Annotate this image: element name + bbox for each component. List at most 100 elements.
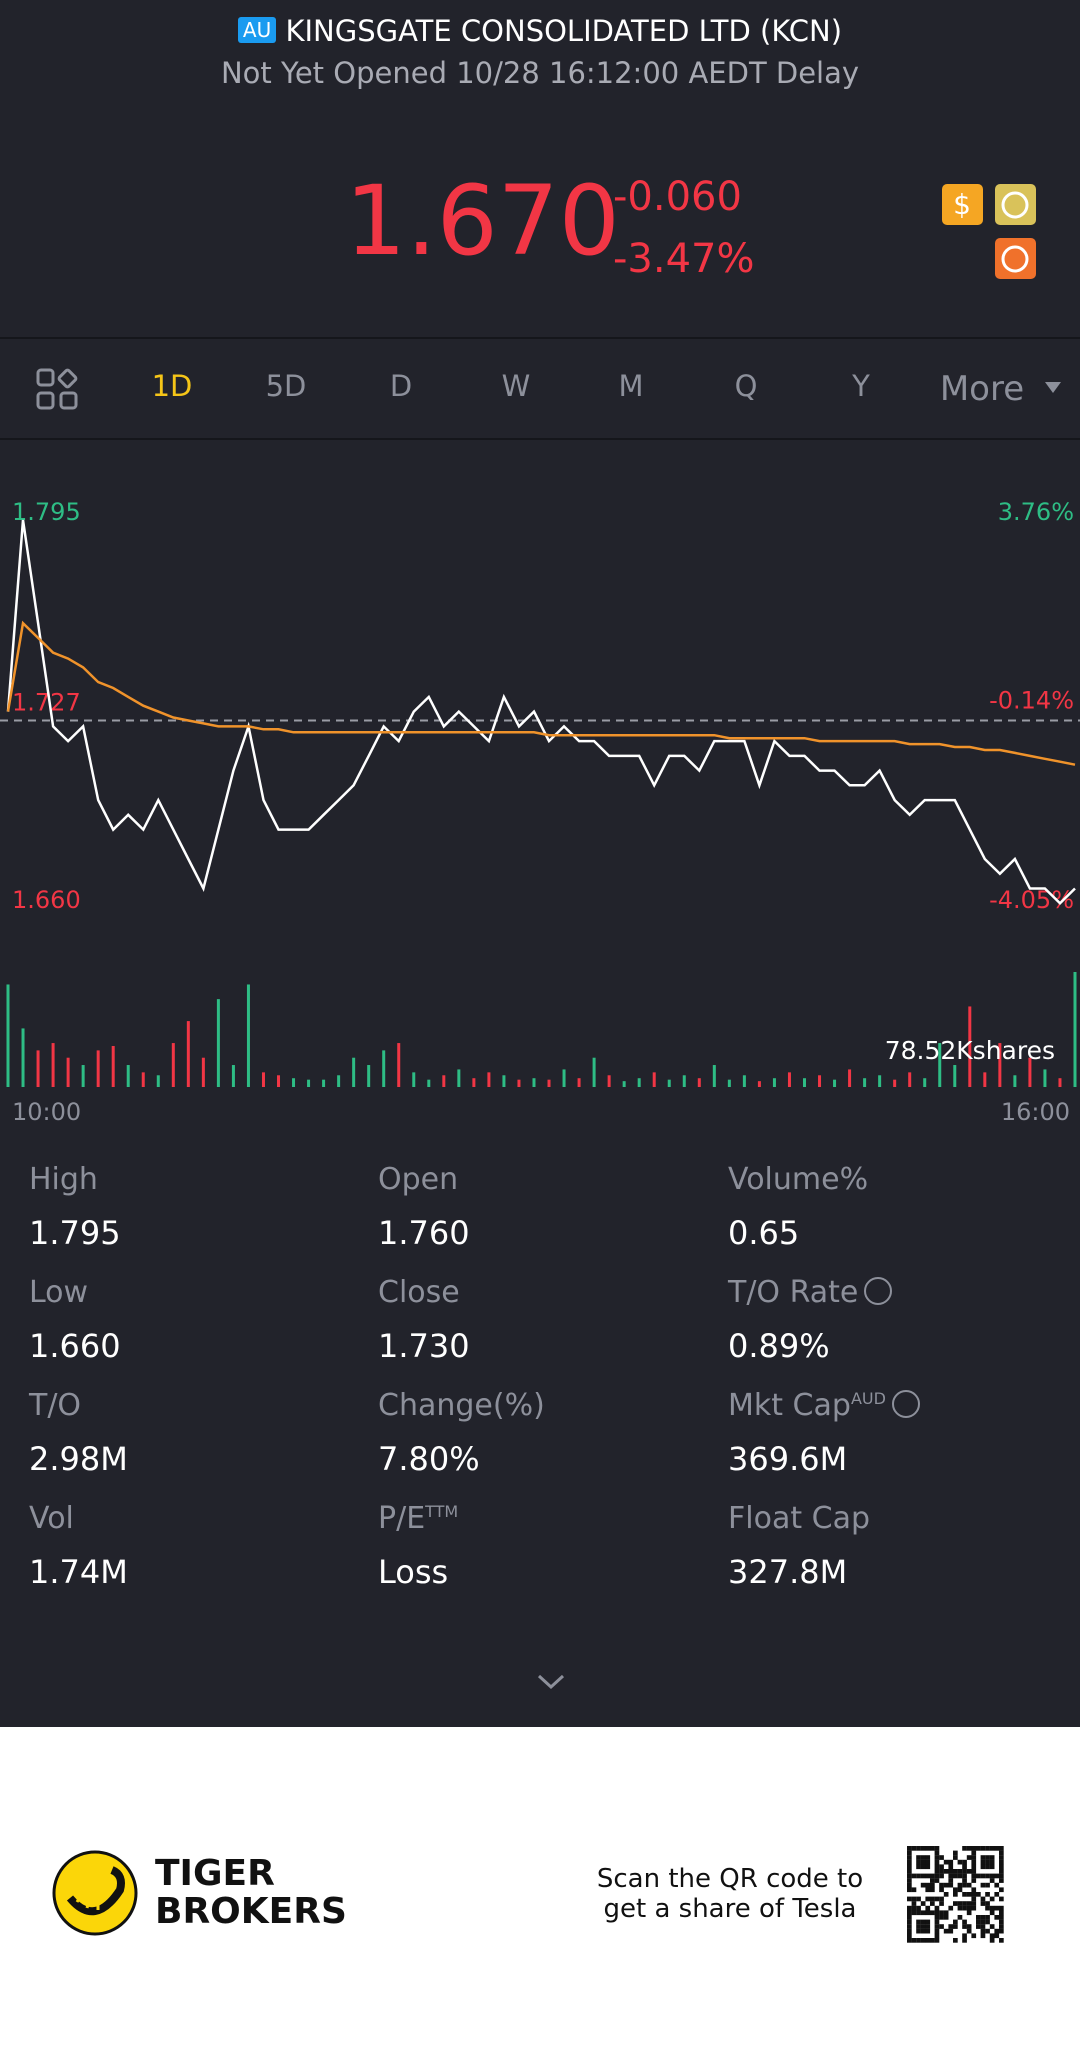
qr-module [920,1938,926,1943]
qr-module [925,1905,931,1911]
stat-value: 327.8M [728,1553,848,1591]
qr-module [985,1919,990,1925]
qr-module [985,1859,990,1865]
qr-module [948,1882,954,1888]
tiger-logo [52,1850,138,1936]
qr-module [934,1933,940,1939]
qr-module [925,1919,931,1925]
volume-bar [983,1072,987,1087]
volume-bar [216,999,220,1087]
expand-chevron[interactable] [536,1672,566,1692]
qr-module [962,1933,967,1939]
qr-module [920,1855,926,1860]
qr-module [976,1915,981,1920]
volume-bar [953,1065,957,1087]
qr-module [971,1887,977,1893]
series-line [6,620,1076,766]
qr-code [907,1846,1004,1943]
qr-module [943,1915,949,1920]
tab[interactable]: Y [852,369,870,403]
qr-module [907,1846,912,1851]
stat-label: T/O Rate [728,1275,893,1310]
qr-module [925,1873,931,1879]
qr-module [985,1915,990,1920]
qr-module [925,1928,931,1934]
stat-label-text: High [29,1162,98,1197]
qr-module [999,1850,1004,1856]
volume-bar [757,1081,761,1087]
qr-module [989,1878,995,1883]
qr-module [920,1846,926,1851]
stat-label: Vol [29,1501,74,1536]
qr-module [920,1882,926,1888]
volume-bar [607,1075,611,1087]
qr-module [920,1910,926,1916]
y-tick-label: 1.660 [12,886,81,914]
qr-module [907,1855,912,1860]
qr-module [930,1901,935,1906]
qr-module [985,1864,990,1870]
volume-bar [1028,1057,1032,1087]
volume-bar [682,1075,686,1087]
quote-panel: AU KINGSGATE CONSOLIDATED LTD (KCN) Not … [0,0,1080,1727]
qr-module [962,1905,967,1911]
qr-module [994,1915,1000,1920]
qr-module [907,1896,912,1902]
qr-module [994,1873,1000,1879]
qr-module [907,1905,912,1911]
qr-module [916,1855,921,1860]
qr-module [999,1919,1004,1925]
qr-module [957,1869,963,1874]
qr-module [930,1887,935,1893]
qr-module [976,1919,981,1925]
stat-label-text: Mkt Cap [728,1388,851,1423]
stat-value: 1.660 [29,1327,121,1365]
tab[interactable]: M [618,369,644,403]
qr-module [957,1873,963,1879]
qr-module [953,1938,958,1943]
stat-label: High [29,1162,98,1197]
qr-module [971,1850,977,1856]
qr-module [916,1938,921,1943]
qr-module [994,1882,1000,1888]
alert-icon[interactable] [995,238,1036,279]
stat-label-text: P/E [378,1501,426,1536]
qr-module [985,1901,990,1906]
tab[interactable]: W [501,369,531,403]
change: -0.060 [613,174,742,220]
info-icon[interactable] [864,1277,893,1305]
dividend-icon[interactable] [942,184,983,225]
tab[interactable]: D [389,369,413,403]
tab[interactable]: 1D [151,369,193,403]
history-icon[interactable] [995,184,1036,225]
qr-module [966,1905,972,1911]
volume-bar [727,1079,731,1087]
qr-module [943,1882,949,1888]
tab[interactable]: Q [734,369,758,403]
qr-module [934,1938,940,1943]
qr-module [962,1892,967,1897]
qr-module [962,1859,967,1865]
y2-tick-label: -0.14% [989,687,1074,715]
volume-bar [292,1078,296,1087]
series-line [6,519,1076,906]
qr-module [989,1873,995,1879]
layout-icon[interactable] [36,368,78,410]
volume-bar [863,1078,867,1087]
qr-module [957,1859,963,1865]
info-icon[interactable] [891,1390,920,1418]
qr-module [911,1905,917,1911]
volume-bar [667,1079,671,1087]
tab[interactable]: 5D [265,369,307,403]
qr-module [980,1882,986,1888]
quote-icons: $ [942,184,1036,279]
qr-module [980,1864,986,1870]
qr-module [999,1896,1004,1902]
qr-module [999,1905,1004,1911]
qr-module [999,1846,1004,1851]
qr-module [920,1864,926,1870]
volume-bar [502,1075,506,1087]
tab[interactable]: More [939,369,1025,409]
volume-bar [412,1072,416,1087]
volume-bar [307,1079,311,1087]
